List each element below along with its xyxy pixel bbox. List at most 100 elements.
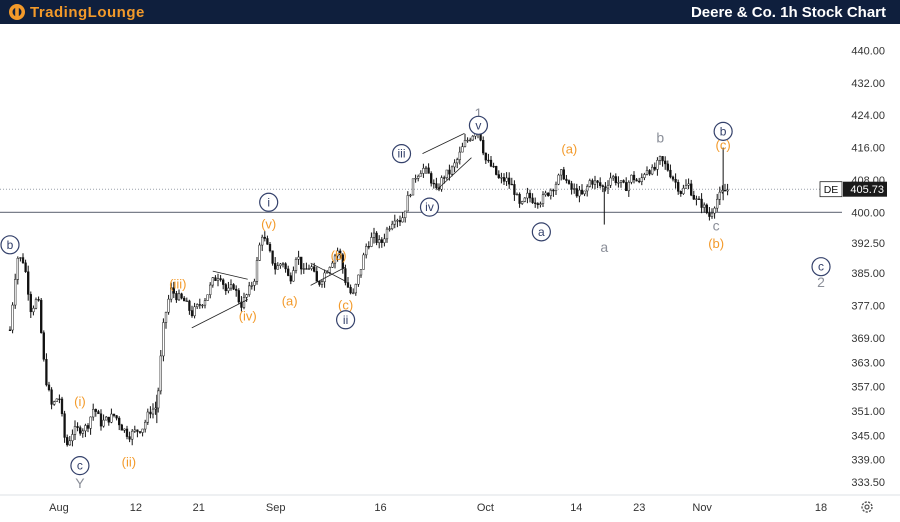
candle xyxy=(89,416,92,435)
candle xyxy=(409,193,412,198)
candle xyxy=(669,164,672,179)
candle xyxy=(547,192,550,197)
candle xyxy=(710,208,714,219)
candle xyxy=(539,201,542,208)
wave-label: (c) xyxy=(338,297,353,312)
candle xyxy=(331,260,334,269)
wave-label: (a) xyxy=(561,141,577,156)
candle xyxy=(94,408,97,417)
channel-line xyxy=(436,157,472,191)
candle xyxy=(422,163,425,178)
last-price-value: 405.73 xyxy=(850,184,884,196)
svg-text:iii: iii xyxy=(398,147,406,161)
svg-text:(b): (b) xyxy=(331,248,347,263)
candle xyxy=(648,169,651,176)
candle xyxy=(567,179,571,185)
candle xyxy=(357,274,360,287)
candle xyxy=(549,188,552,200)
candle xyxy=(619,180,623,188)
settings-gear-icon[interactable] xyxy=(861,501,873,513)
candle xyxy=(682,184,685,195)
candle xyxy=(209,282,212,299)
candle xyxy=(154,401,157,415)
candle xyxy=(487,153,490,163)
candle xyxy=(393,214,396,229)
candle xyxy=(125,425,129,440)
candle xyxy=(42,330,45,362)
svg-text:a: a xyxy=(538,225,545,239)
candle xyxy=(515,192,519,196)
candle xyxy=(383,233,386,247)
candle xyxy=(232,283,235,291)
x-tick-label: 16 xyxy=(374,502,386,514)
channel-line xyxy=(212,270,248,280)
candle xyxy=(367,241,370,250)
y-tick-label: 432.00 xyxy=(851,78,885,90)
candle xyxy=(679,190,682,197)
candle xyxy=(521,200,524,205)
candle xyxy=(196,303,199,310)
candle xyxy=(401,212,404,223)
candle xyxy=(266,235,269,245)
x-tick-label: 23 xyxy=(633,502,645,514)
tradinglounge-logo[interactable]: TradingLounge xyxy=(8,3,145,21)
svg-text:(c): (c) xyxy=(716,137,731,152)
candle xyxy=(258,242,261,262)
candle xyxy=(349,284,352,295)
candle xyxy=(695,195,698,206)
candle xyxy=(307,264,311,270)
candle xyxy=(578,185,581,203)
candle xyxy=(203,297,207,309)
candle xyxy=(344,264,347,286)
channel-line xyxy=(422,133,465,155)
wave-label: b xyxy=(713,121,733,141)
candle xyxy=(190,305,194,318)
candle xyxy=(536,202,539,209)
candle xyxy=(261,234,264,252)
candle xyxy=(248,281,251,297)
x-tick-label: 14 xyxy=(570,502,582,514)
candle xyxy=(570,180,573,195)
candle xyxy=(79,425,82,436)
candle xyxy=(346,276,350,288)
candle xyxy=(73,420,77,441)
candle xyxy=(313,262,316,273)
candle xyxy=(37,296,40,302)
candle xyxy=(612,174,615,181)
candle xyxy=(185,297,188,302)
candle xyxy=(112,413,116,418)
header-bar: TradingLounge Deere & Co. 1h Stock Chart xyxy=(0,0,900,24)
candle xyxy=(58,394,61,404)
candle xyxy=(622,179,625,184)
candle xyxy=(274,257,277,275)
candle xyxy=(284,262,287,273)
candle xyxy=(703,202,706,213)
candle xyxy=(692,190,695,200)
svg-text:2: 2 xyxy=(817,274,825,290)
wave-label: ii xyxy=(335,310,356,330)
candle xyxy=(372,227,376,244)
candle xyxy=(128,431,131,443)
candle xyxy=(131,428,134,446)
candle xyxy=(144,419,147,433)
price-chart[interactable]: bcY(i)(ii)(iii)(iv)(v)i(a)(b)(c)iiiiiiv1… xyxy=(0,24,900,522)
candle xyxy=(333,253,337,269)
candle xyxy=(630,174,633,185)
candle xyxy=(684,179,688,189)
y-tick-label: 357.00 xyxy=(851,382,885,394)
candle xyxy=(315,266,318,282)
candle xyxy=(651,164,654,176)
candle xyxy=(92,403,95,421)
candle xyxy=(352,288,355,295)
candle xyxy=(110,408,113,424)
candle xyxy=(424,165,428,175)
candle xyxy=(63,410,66,443)
y-tick-label: 400.00 xyxy=(851,207,885,219)
candle xyxy=(99,409,103,431)
candle xyxy=(198,298,201,309)
candle xyxy=(469,137,472,142)
candle xyxy=(120,423,123,431)
candle xyxy=(482,136,485,156)
candle xyxy=(661,156,664,167)
wave-label: (v) xyxy=(261,216,276,231)
